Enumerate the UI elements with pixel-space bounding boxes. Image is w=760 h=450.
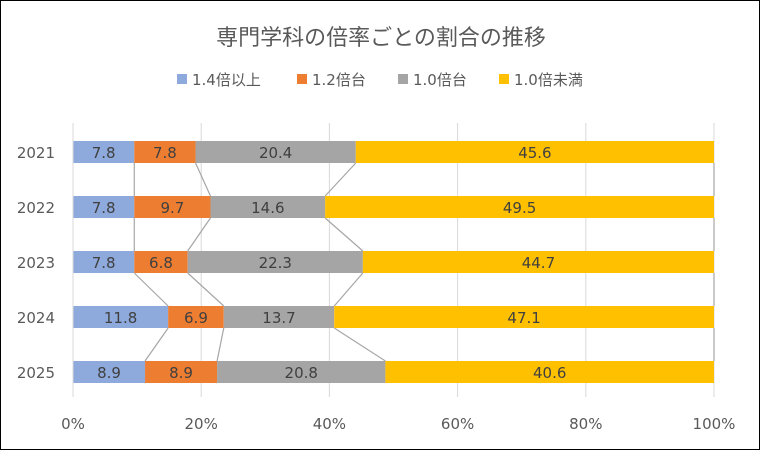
bar-2025-1	[145, 361, 218, 383]
data-label-2024-1: 6.9	[184, 309, 208, 327]
series-line-3-2	[216, 327, 225, 362]
data-label-2025-3: 40.6	[533, 364, 566, 382]
bar-2022-3	[325, 196, 714, 218]
data-label-2022-0: 7.8	[92, 199, 116, 217]
x-tick-label-2: 40%	[313, 415, 346, 433]
bar-2025-3	[385, 361, 714, 383]
bar-2025-2	[217, 361, 386, 383]
data-label-2024-3: 47.1	[507, 309, 540, 327]
chart-title: 専門学科の倍率ごとの割合の推移	[216, 26, 546, 51]
bar-2023-3	[362, 251, 714, 273]
data-label-2021-1: 7.8	[153, 144, 177, 162]
bar-2024-0	[73, 306, 169, 328]
x-axis: 0% 20% 40% 60% 80% 100%	[61, 415, 735, 433]
data-label-2024-2: 13.7	[262, 309, 295, 327]
series-lines	[133, 162, 715, 362]
x-tick-label-3: 60%	[441, 415, 474, 433]
x-tick-label-5: 100%	[693, 415, 736, 433]
bar-2022-2	[210, 196, 326, 218]
x-tick-label-0: 0%	[61, 415, 85, 433]
bar-2023-1	[134, 251, 188, 273]
bar-2024-1	[168, 306, 224, 328]
y-tick-label-2021: 2021	[17, 144, 55, 162]
y-tick-label-2022: 2022	[17, 199, 55, 217]
y-tick-label-2023: 2023	[17, 254, 55, 272]
series-line-3-3	[333, 327, 386, 362]
legend-label-2: 1.0倍台	[413, 71, 467, 89]
data-label-2021-0: 7.8	[92, 144, 116, 162]
legend-swatch-1	[297, 74, 307, 84]
bar-2022-0	[73, 196, 135, 218]
legend-label-3: 1.0倍未満	[514, 71, 583, 89]
bar-2023-2	[187, 251, 363, 273]
y-axis: 2021 2022 2023 2024 2025	[17, 123, 74, 397]
data-label-2021-3: 45.6	[518, 144, 551, 162]
data-label-2022-1: 9.7	[160, 199, 184, 217]
bar-2021-2	[195, 141, 356, 163]
data-label-2025-1: 8.9	[169, 364, 193, 382]
bar-2021-3	[355, 141, 714, 163]
data-label-2023-0: 7.8	[92, 254, 116, 272]
legend-swatch-3	[499, 74, 509, 84]
bar-2022-1	[134, 196, 211, 218]
series-line-1-2	[187, 217, 211, 252]
data-label-2023-2: 22.3	[259, 254, 292, 272]
data-label-2023-1: 6.8	[149, 254, 173, 272]
data-label-2022-2: 14.6	[251, 199, 284, 217]
value-labels: 7.8 7.8 20.4 45.6 7.8 9.7 14.6 49.5 7.8 6.8 22.3 44…	[92, 144, 567, 382]
data-label-2023-3: 44.7	[522, 254, 555, 272]
series-line-0-2	[194, 162, 212, 197]
x-tick-label-4: 80%	[569, 415, 602, 433]
series-line-2-1	[133, 272, 169, 307]
series-line-2-3	[333, 272, 364, 307]
bar-2024-2	[223, 306, 335, 328]
legend: 1.4倍以上 1.2倍台 1.0倍台 1.0倍未満	[177, 71, 583, 89]
series-line-2-2	[187, 272, 225, 307]
bars	[73, 141, 714, 383]
bar-2025-0	[73, 361, 146, 383]
legend-swatch-2	[398, 74, 408, 84]
bar-2021-0	[73, 141, 135, 163]
bar-2021-1	[134, 141, 196, 163]
data-label-2025-0: 8.9	[97, 364, 121, 382]
y-tick-label-2025: 2025	[17, 364, 55, 382]
legend-label-1: 1.2倍台	[312, 71, 366, 89]
data-label-2024-0: 11.8	[104, 309, 137, 327]
data-label-2022-3: 49.5	[503, 199, 536, 217]
legend-swatch-0	[177, 74, 187, 84]
x-tick-label-1: 20%	[185, 415, 218, 433]
bar-2023-0	[73, 251, 135, 273]
bar-2024-3	[334, 306, 714, 328]
series-line-3-1	[144, 327, 169, 362]
series-line-1-3	[324, 217, 364, 252]
data-label-2025-2: 20.8	[285, 364, 318, 382]
legend-label-0: 1.4倍以上	[192, 71, 261, 89]
y-tick-label-2024: 2024	[17, 309, 55, 327]
series-line-0-3	[324, 162, 357, 197]
data-label-2021-2: 20.4	[259, 144, 292, 162]
